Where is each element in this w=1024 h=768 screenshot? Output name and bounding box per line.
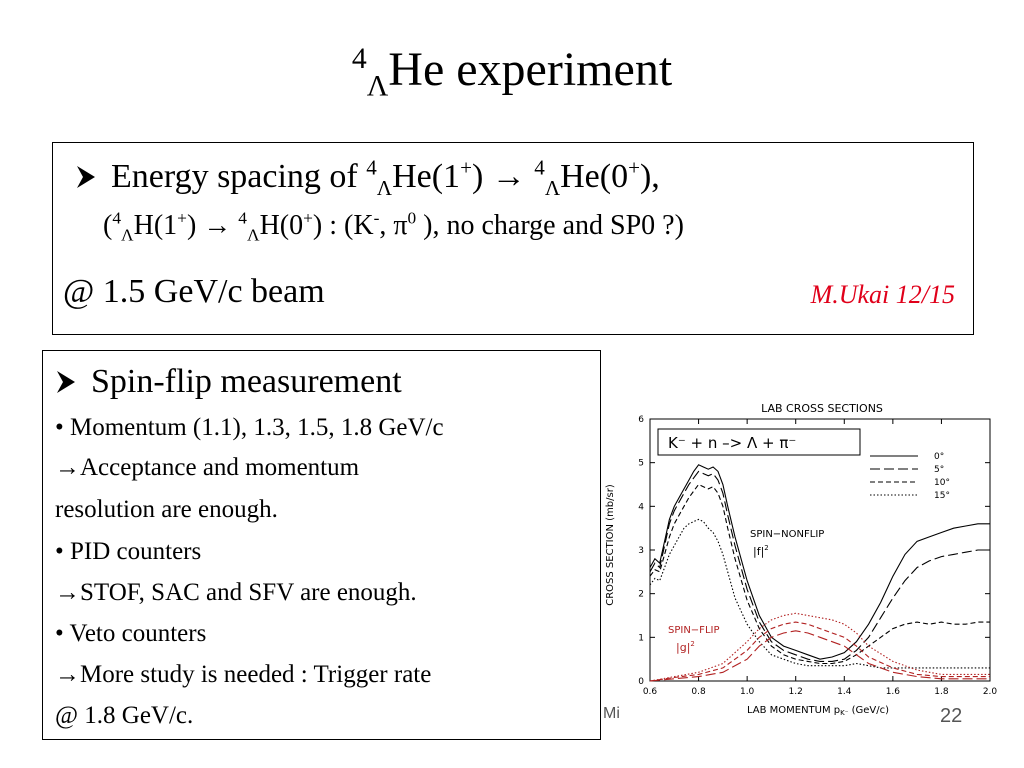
y-tick-label: 4 — [638, 502, 644, 512]
author-credit: M.Ukai 12/15 — [810, 280, 955, 309]
series-line — [649, 464, 990, 660]
title-lambda: Λ — [366, 69, 389, 103]
annotation-nonflip: SPIN−NONFLIP — [750, 529, 824, 540]
x-tick-label: 1.6 — [886, 687, 901, 697]
annotation-nonflip-f: |f|2 — [753, 544, 769, 558]
title-mass-number: 4 — [351, 42, 367, 75]
x-tick-label: 0.6 — [643, 687, 658, 697]
legend-label: 10° — [934, 478, 950, 488]
y-tick-label: 0 — [638, 677, 644, 687]
legend-label: 5° — [934, 465, 944, 475]
annotation-flip-g: |g|2 — [676, 640, 695, 654]
x-axis-label: LAB MOMENTUM pK⁻ (GeV/c) — [747, 705, 889, 717]
list-item: →Acceptance and momentum — [55, 454, 360, 481]
y-tick-label: 2 — [638, 590, 644, 600]
spin-flip-box: Spin-flip measurement • Momentum (1.1), … — [42, 350, 601, 740]
energy-spacing-line: Energy spacing of 4ΛHe(1+) → 4ΛHe(0+), — [75, 156, 660, 198]
bullet-arrow-icon — [55, 361, 77, 403]
spin-flip-heading: Spin-flip measurement — [55, 361, 402, 403]
series-line — [649, 518, 990, 669]
legend-label: 15° — [934, 491, 950, 501]
list-item: →STOF, SAC and SFV are enough. — [55, 579, 417, 606]
reaction-label-box — [657, 428, 861, 456]
x-tick-label: 2.0 — [983, 687, 998, 697]
x-tick-label: 1.2 — [789, 687, 803, 697]
list-item: • Veto counters — [55, 620, 207, 647]
list-item: →More study is needed : Trigger rate — [55, 661, 432, 688]
list-item: resolution are enough. — [55, 496, 278, 523]
x-tick-label: 1.4 — [837, 687, 852, 697]
y-tick-label: 3 — [638, 546, 644, 556]
cross-section-chart: LAB CROSS SECTIONS CROSS SECTION (mb/sr)… — [605, 402, 998, 717]
series-line — [649, 470, 990, 662]
chart-title: LAB CROSS SECTIONS — [761, 402, 883, 415]
annotation-flip: SPIN−FLIP — [668, 625, 720, 636]
y-axis-label: CROSS SECTION (mb/sr) — [605, 484, 616, 606]
y-tick-label: 6 — [638, 415, 644, 425]
series-line — [649, 612, 990, 682]
reaction-label: K⁻ + n –> Λ + π⁻ — [668, 434, 796, 452]
footer-text: Mi — [603, 705, 620, 722]
bullet-arrow-icon — [75, 156, 97, 198]
list-item: • PID counters — [55, 538, 202, 565]
title-text: He experiment — [388, 43, 673, 96]
x-tick-label: 0.8 — [691, 687, 706, 697]
list-item: @ 1.8 GeV/c. — [55, 702, 194, 729]
hypernuclei-reaction-line: (4ΛH(1+) → 4ΛH(0+) : (K-, π0 ), no charg… — [103, 208, 684, 245]
slide-title: 4ΛHe experiment — [0, 40, 1024, 103]
series-line — [649, 621, 990, 682]
energy-spacing-box: Energy spacing of 4ΛHe(1+) → 4ΛHe(0+), (… — [52, 142, 974, 335]
legend-label: 0° — [934, 452, 944, 462]
y-tick-label: 1 — [638, 633, 644, 643]
x-tick-label: 1.8 — [934, 687, 949, 697]
series-line — [649, 483, 990, 665]
beam-momentum-line: @ 1.5 GeV/c beam — [63, 273, 325, 310]
list-item: • Momentum (1.1), 1.3, 1.5, 1.8 GeV/c — [55, 414, 444, 441]
page-number: 22 — [940, 705, 963, 727]
y-tick-label: 5 — [638, 459, 644, 469]
x-tick-label: 1.0 — [740, 687, 755, 697]
series-line — [649, 630, 990, 682]
